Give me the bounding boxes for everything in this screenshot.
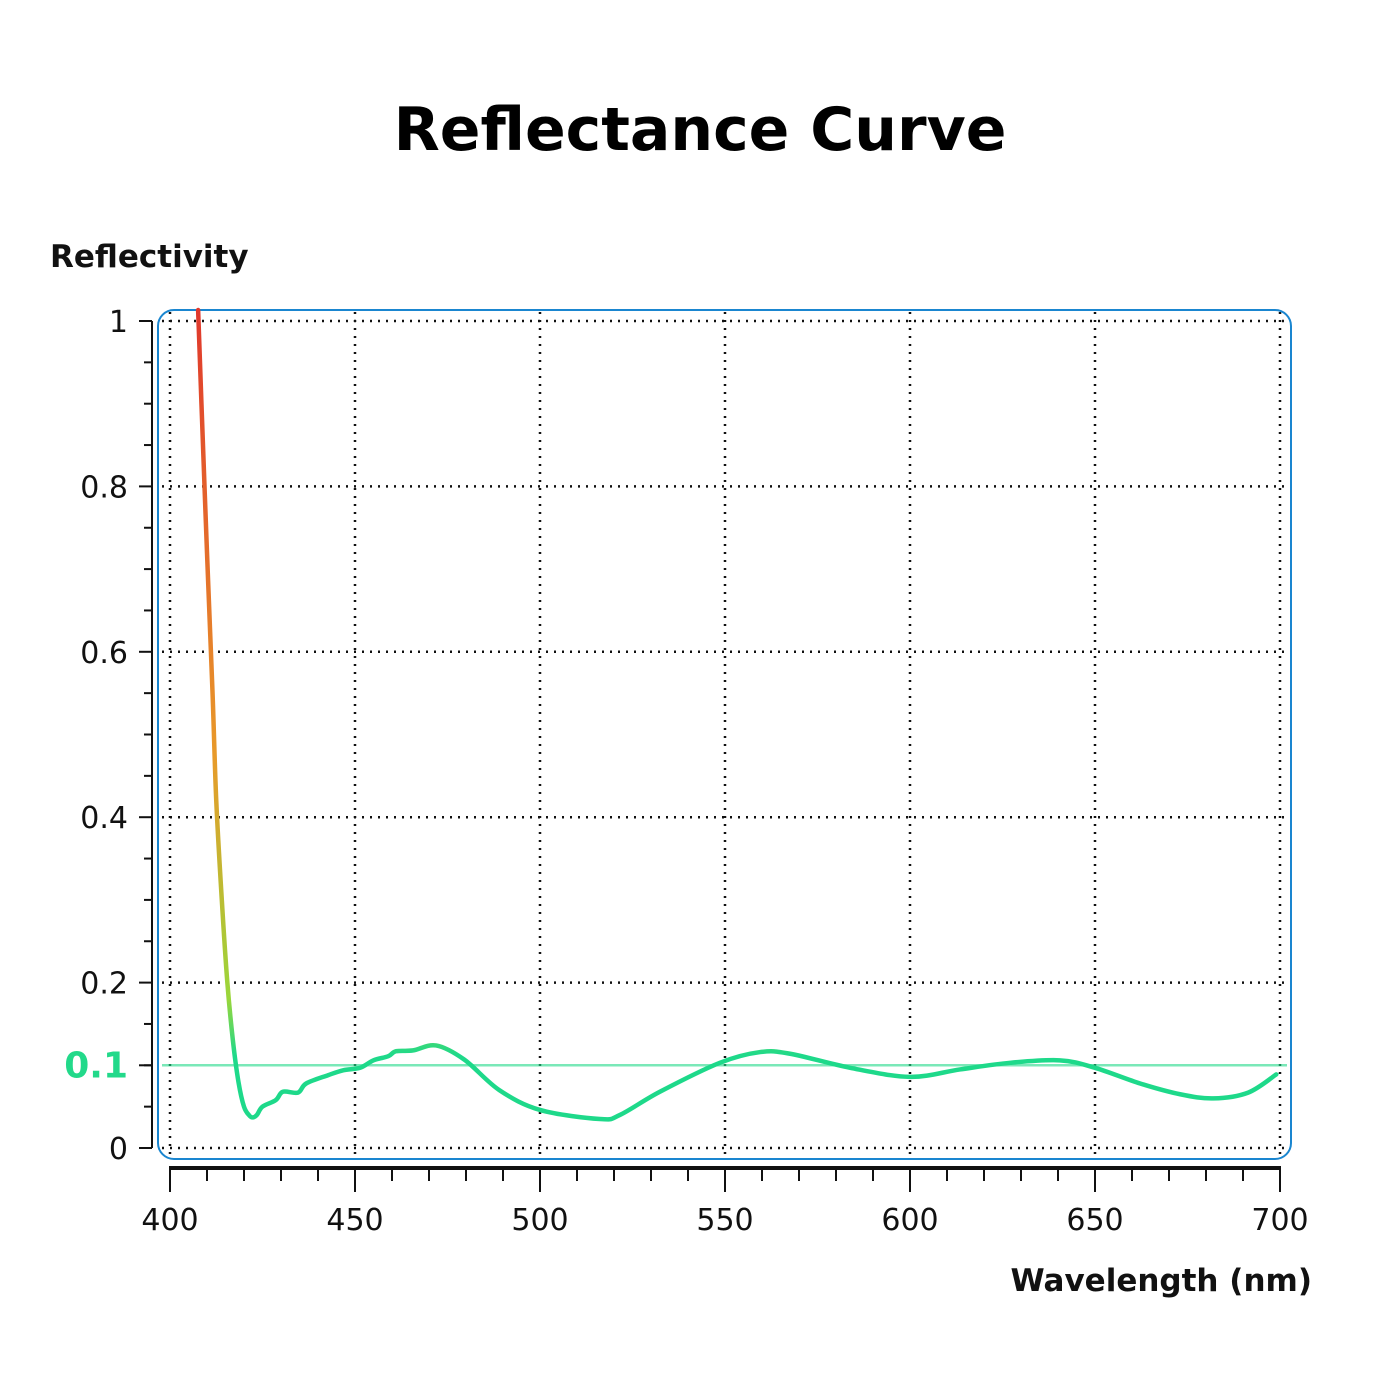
grid	[162, 312, 1287, 1157]
y-tick-label: 0.6	[80, 636, 128, 671]
x-tick-label: 650	[1066, 1203, 1123, 1238]
series-line	[195, 307, 1279, 1122]
y-axis-label: Reflectivity	[50, 239, 249, 275]
x-tick-label: 500	[511, 1203, 568, 1238]
axes: 0 0.2 0.4 0.6 0.8 1 400 450 500 550 600 650 700	[80, 305, 1308, 1238]
y-tick-label: 1	[109, 305, 128, 340]
x-tick-label: 550	[696, 1203, 753, 1238]
x-tick-label: 600	[881, 1203, 938, 1238]
highlight-label: 0.1	[64, 1045, 128, 1086]
y-tick-label: 0	[109, 1132, 128, 1167]
x-tick-label: 700	[1251, 1203, 1308, 1238]
plot-frame	[157, 309, 1292, 1160]
y-tick-label: 0.4	[80, 801, 128, 836]
y-tick-label: 0.2	[80, 967, 128, 1002]
x-tick-label: 400	[141, 1203, 198, 1238]
y-tick-label: 0.8	[80, 470, 128, 505]
x-tick-label: 450	[326, 1203, 383, 1238]
x-axis-label: Wavelength (nm)	[1010, 1263, 1312, 1299]
chart-title: Reflectance Curve	[394, 95, 1007, 165]
